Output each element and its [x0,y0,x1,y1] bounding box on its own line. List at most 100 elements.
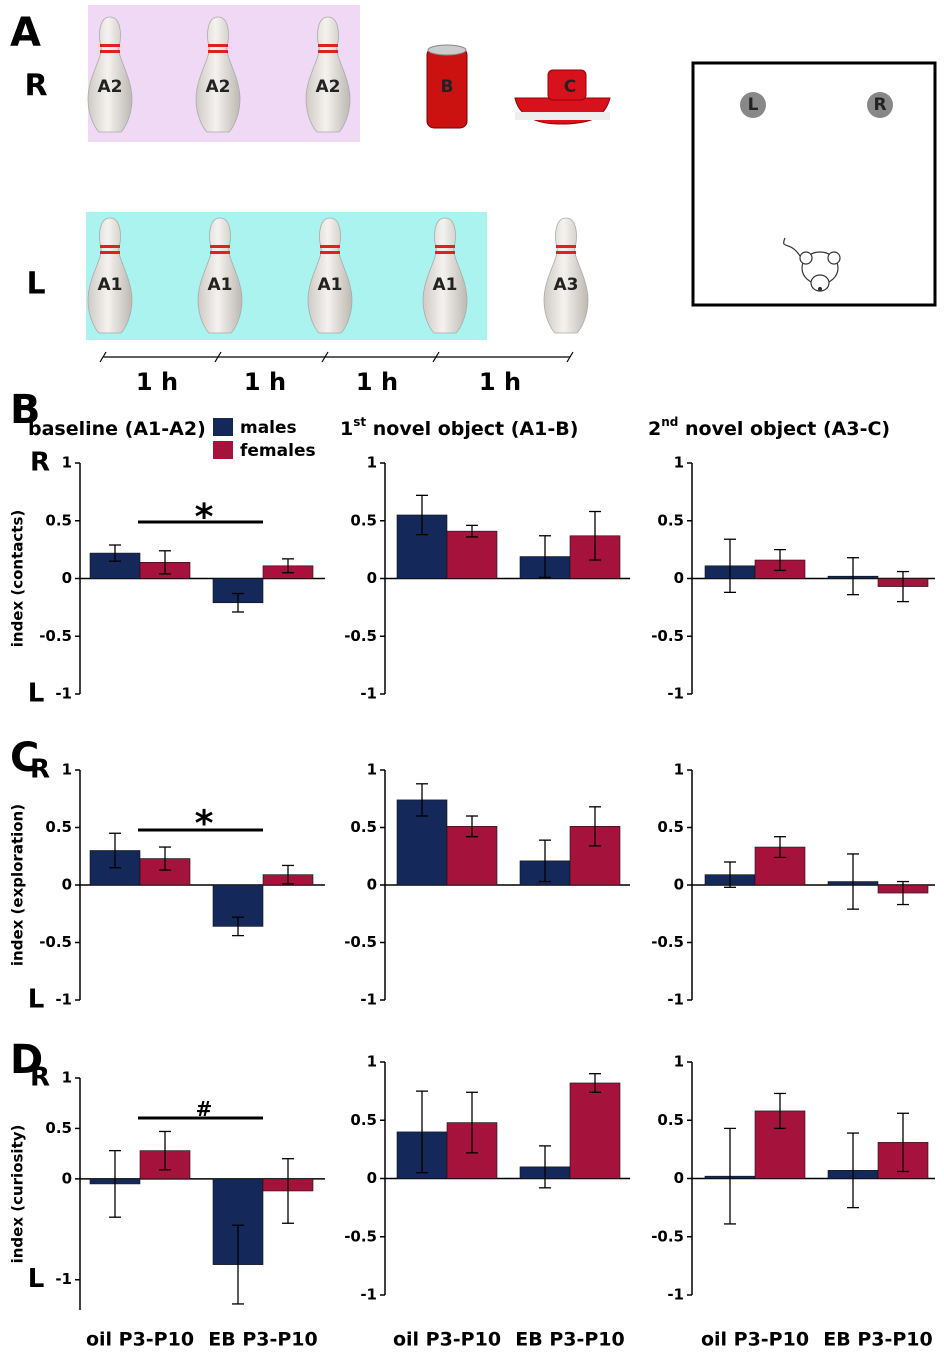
y-axis-label: index (curiosity) [9,1125,27,1264]
interval-label: 1 h [479,368,521,396]
y-tick-label: -0.5 [344,627,377,645]
arena-label: L [748,95,759,115]
mouse [783,237,841,292]
pin-stripe [210,245,230,248]
y-tick-label: -1 [667,685,684,703]
object-label: B [441,77,454,97]
error-bar [159,846,171,871]
error-bar [109,832,121,869]
side-label: R [30,755,50,785]
boat-hull [514,97,611,125]
pin-stripe [100,245,120,248]
y-tick-label: 0.5 [45,1119,72,1137]
timeline [99,351,574,363]
x-tick-label: oil P3-P10 [393,1329,501,1351]
bowling-pin [87,217,133,334]
y-tick-label: -1 [55,685,72,703]
error-bar [724,538,736,594]
y-tick-label: -0.5 [39,627,72,645]
error-bar [847,557,859,596]
y-tick-label: -1 [360,991,377,1009]
bar [569,1082,621,1179]
error-bar [282,864,294,885]
y-tick-label: 1 [674,761,684,779]
error-bar [897,880,909,906]
y-tick-label: -0.5 [344,933,377,951]
significance-label: * [195,804,214,845]
y-tick-label: 0.5 [350,1111,377,1129]
y-tick-label: 1 [367,761,377,779]
y-tick-label: -0.5 [651,627,684,645]
panel-label: A [10,10,41,56]
y-tick-label: 1 [62,1069,72,1087]
object-label: A3 [554,275,579,295]
error-bar [282,558,294,574]
y-tick-label: -1 [360,685,377,703]
y-tick-label: 0 [367,569,377,587]
object-spot [740,92,766,118]
error-bar [774,836,786,859]
object-spot [867,92,893,118]
pin-stripe [208,44,228,47]
legend-swatch [213,418,233,436]
y-tick-label: -0.5 [39,933,72,951]
error-bar [724,1127,736,1225]
y-tick-label: 1 [674,1053,684,1071]
significance-label: # [196,1097,213,1121]
y-tick-label: 0 [674,876,684,894]
y-tick-label: 1 [367,454,377,472]
object-label: A1 [433,275,458,295]
x-tick-label: oil P3-P10 [86,1329,194,1351]
bowling-pin [197,217,243,334]
error-bar [282,1158,294,1224]
pin-stripe [100,251,120,254]
x-tick-label: EB P3-P10 [208,1329,317,1351]
y-tick-label: -0.5 [651,1227,684,1245]
y-tick-label: 0 [62,569,72,587]
error-bar [109,544,121,562]
significance-label: * [195,497,214,538]
error-bar [159,550,171,575]
object-label: A2 [98,77,123,97]
error-bar [897,1112,909,1173]
pin-stripe [210,251,230,254]
object-label: A2 [206,77,231,97]
object-label: A1 [208,275,233,295]
error-bar [416,494,428,536]
x-tick-label: EB P3-P10 [515,1329,624,1351]
bowling-pin [195,16,241,133]
title-part: 2 [648,418,661,440]
error-bar [416,783,428,817]
bowling-pin [305,16,351,133]
y-axis-label: index (contacts) [9,510,27,648]
y-tick-label: 0.5 [657,511,684,529]
y-tick-label: 0 [674,1169,684,1187]
x-tick-label: oil P3-P10 [701,1329,809,1351]
error-bar [774,1092,786,1130]
pin-stripe [320,245,340,248]
error-bar [539,839,551,883]
pin-stripe [208,50,228,53]
panel-label: B [10,387,41,433]
side-label: R [30,1063,50,1093]
error-bar [232,592,244,613]
y-tick-label: 0 [367,1169,377,1187]
bowling-pin [422,217,468,334]
error-bar [589,510,601,561]
error-bar [232,916,244,937]
error-bar [466,524,478,538]
object-label: A1 [98,275,123,295]
chart-title: 1st novel object (A1-B) [340,415,578,440]
bar [446,530,498,579]
y-tick-label: -0.5 [344,1227,377,1245]
y-tick-label: 0 [62,1169,72,1187]
title-part: novel object (A3-C) [678,418,890,440]
can-top [427,44,467,56]
title-part: novel object (A1-B) [366,418,578,440]
error-bar [416,1090,428,1174]
error-bar [589,1073,601,1093]
error-bar [159,1130,171,1171]
pin-stripe [100,44,120,47]
error-bar [589,806,601,847]
